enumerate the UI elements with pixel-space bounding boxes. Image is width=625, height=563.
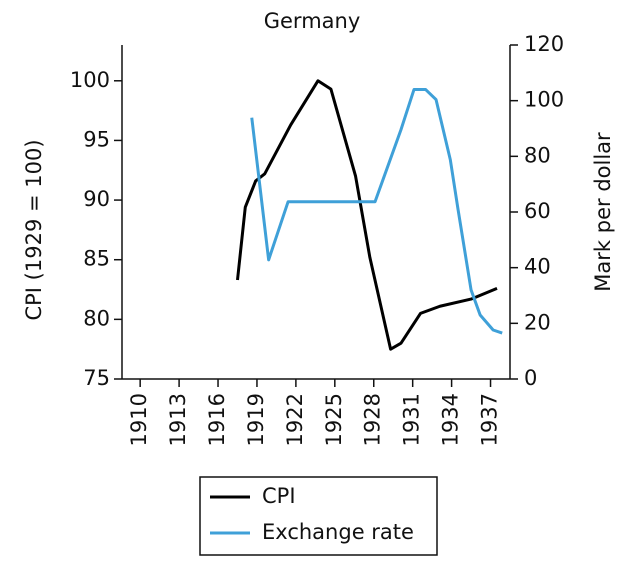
y2-tick-label: 0 (524, 366, 537, 390)
x-tick-label: 1919 (244, 393, 268, 446)
y-tick-label: 75 (83, 366, 110, 390)
y-tick-label: 80 (83, 306, 110, 330)
legend-box (199, 476, 438, 556)
x-tick-label: 1910 (127, 393, 151, 446)
y-tick-label: 85 (83, 247, 110, 271)
x-tick-label: 1928 (361, 393, 385, 446)
x-tick-label: 1922 (283, 393, 307, 446)
chart-title: Germany (264, 9, 361, 33)
y-tick-label: 90 (83, 187, 110, 211)
line (250, 88, 503, 335)
x-tick-label: 1937 (478, 393, 502, 446)
x-tick-label: 1931 (400, 393, 424, 446)
y-tick-label: 95 (83, 127, 110, 151)
y2-tick-label: 20 (524, 310, 551, 334)
y-tick-label: 100 (70, 68, 110, 92)
y-axis-label: CPI (1929 = 100) (22, 139, 46, 320)
y2-tick-label: 100 (524, 88, 564, 112)
y2-tick-label: 40 (524, 255, 551, 279)
x-tick-label: 1913 (166, 393, 190, 446)
x-tick-label: 1934 (439, 393, 463, 446)
x-tick-label: 1925 (322, 393, 346, 446)
legend-label: CPI (262, 484, 296, 508)
y2-tick-label: 60 (524, 199, 551, 223)
y2-axis-label: Mark per dollar (591, 132, 615, 292)
x-tick-label: 1916 (205, 393, 229, 446)
legend-label: Exchange rate (262, 520, 414, 544)
y2-tick-label: 80 (524, 143, 551, 167)
y2-tick-label: 120 (524, 32, 564, 56)
